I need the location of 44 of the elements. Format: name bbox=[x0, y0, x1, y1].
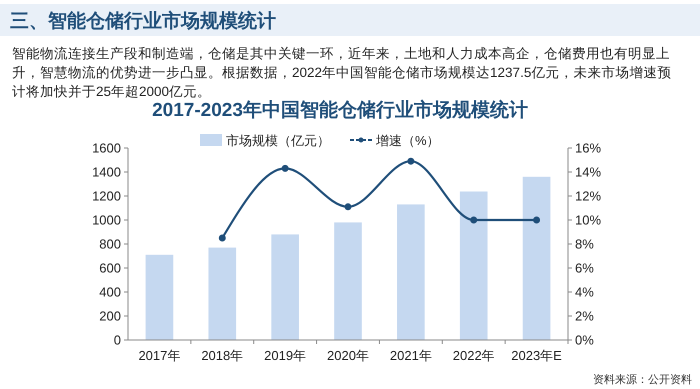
y2-tick-label: 0% bbox=[575, 332, 594, 348]
point bbox=[218, 234, 226, 242]
bar bbox=[334, 222, 362, 340]
bar bbox=[146, 254, 174, 340]
bar bbox=[522, 176, 550, 340]
x-tick-label: 2017年 bbox=[138, 348, 180, 363]
point bbox=[344, 203, 352, 210]
y-tick-label: 1000 bbox=[92, 212, 121, 228]
x-tick-label: 2019年 bbox=[264, 348, 306, 363]
y-tick-label: 200 bbox=[99, 308, 121, 324]
bar bbox=[208, 248, 236, 340]
y2-tick-label: 10% bbox=[575, 212, 602, 228]
y2-tick-label: 14% bbox=[575, 164, 602, 180]
bar bbox=[460, 192, 488, 340]
text: 三、智能仓储行业市场规模统计 bbox=[10, 10, 276, 32]
y2-tick-label: 4% bbox=[575, 284, 594, 300]
x-tick-label: 2018年 bbox=[201, 348, 244, 363]
text: 智能物流连接生产段和制造端，仓储是其中关键一环，近年来，土地和人力成本高企，仓储费用也有明显上升，智慧物流的优势进一步凸显。根据数据，2022年中国智能仓储市场规模达1237.5亿元，未来市场增速预计将加快并于25年超2000亿元。 bbox=[12, 46, 672, 99]
x-tick-label: 2022年 bbox=[452, 348, 495, 363]
chart-title: 2017-2023年中国智能仓储行业市场规模统计 bbox=[152, 99, 528, 121]
bar bbox=[397, 204, 425, 340]
y2-tick-label: 16% bbox=[575, 140, 602, 156]
y-tick-label: 600 bbox=[99, 260, 121, 276]
bar bbox=[271, 234, 299, 340]
y2-tick-label: 6% bbox=[575, 260, 594, 276]
legend-label: 增速（%） bbox=[375, 133, 440, 148]
y2-tick-label: 12% bbox=[575, 188, 602, 204]
y-tick-label: 400 bbox=[99, 284, 121, 300]
y-tick-label: 0 bbox=[114, 332, 121, 348]
legend-label: 市场规模（亿元） bbox=[226, 133, 330, 148]
y-tick-label: 1200 bbox=[92, 188, 121, 204]
x-tick-label: 2021年 bbox=[390, 348, 432, 363]
point bbox=[407, 158, 414, 165]
y2-tick-label: 8% bbox=[575, 236, 594, 252]
x-tick-label: 2023年E bbox=[511, 348, 562, 363]
y-tick-label: 1600 bbox=[92, 140, 121, 156]
x-tick-label: 2020年 bbox=[327, 348, 369, 363]
text: 资料来源：公开资料 bbox=[593, 373, 692, 386]
y-tick-label: 1400 bbox=[92, 164, 121, 180]
point bbox=[533, 216, 540, 224]
point bbox=[282, 164, 289, 172]
y-tick-label: 800 bbox=[99, 236, 121, 252]
point bbox=[470, 216, 478, 224]
y2-tick-label: 2% bbox=[575, 308, 594, 324]
